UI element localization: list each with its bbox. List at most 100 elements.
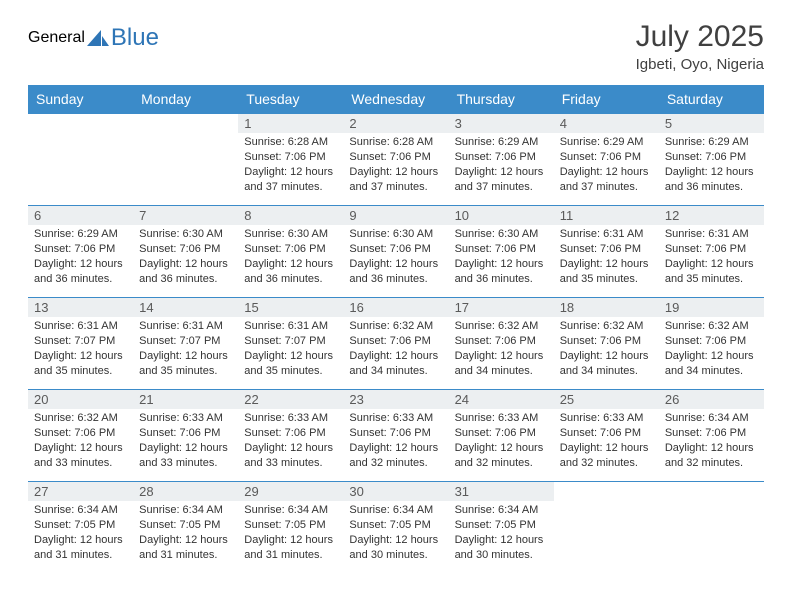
calendar-cell: 31Sunrise: 6:34 AMSunset: 7:05 PMDayligh…: [449, 482, 554, 574]
day-number: 19: [659, 298, 764, 317]
calendar-cell: 17Sunrise: 6:32 AMSunset: 7:06 PMDayligh…: [449, 298, 554, 390]
weekday-header: Friday: [554, 85, 659, 114]
weekday-header: Tuesday: [238, 85, 343, 114]
calendar-cell: 15Sunrise: 6:31 AMSunset: 7:07 PMDayligh…: [238, 298, 343, 390]
logo-text-general: General: [28, 29, 85, 47]
day-details: Sunrise: 6:29 AMSunset: 7:06 PMDaylight:…: [554, 133, 659, 198]
calendar-cell: 6Sunrise: 6:29 AMSunset: 7:06 PMDaylight…: [28, 206, 133, 298]
calendar-cell: 26Sunrise: 6:34 AMSunset: 7:06 PMDayligh…: [659, 390, 764, 482]
day-details: Sunrise: 6:30 AMSunset: 7:06 PMDaylight:…: [238, 225, 343, 290]
day-details: Sunrise: 6:29 AMSunset: 7:06 PMDaylight:…: [659, 133, 764, 198]
day-number: 24: [449, 390, 554, 409]
day-number: 18: [554, 298, 659, 317]
day-details: Sunrise: 6:33 AMSunset: 7:06 PMDaylight:…: [554, 409, 659, 474]
logo-sail-icon: [87, 30, 109, 46]
calendar-cell: 5Sunrise: 6:29 AMSunset: 7:06 PMDaylight…: [659, 114, 764, 206]
calendar-cell: 23Sunrise: 6:33 AMSunset: 7:06 PMDayligh…: [343, 390, 448, 482]
weekday-header: Sunday: [28, 85, 133, 114]
day-number: 2: [343, 114, 448, 133]
calendar-cell: 12Sunrise: 6:31 AMSunset: 7:06 PMDayligh…: [659, 206, 764, 298]
day-number: 12: [659, 206, 764, 225]
day-number: 23: [343, 390, 448, 409]
day-details: Sunrise: 6:32 AMSunset: 7:06 PMDaylight:…: [659, 317, 764, 382]
calendar-cell: 7Sunrise: 6:30 AMSunset: 7:06 PMDaylight…: [133, 206, 238, 298]
month-title: July 2025: [636, 20, 764, 54]
weekday-header: Thursday: [449, 85, 554, 114]
day-number: 16: [343, 298, 448, 317]
calendar-row: ....1Sunrise: 6:28 AMSunset: 7:06 PMDayl…: [28, 114, 764, 206]
day-details: Sunrise: 6:30 AMSunset: 7:06 PMDaylight:…: [133, 225, 238, 290]
day-details: Sunrise: 6:34 AMSunset: 7:05 PMDaylight:…: [133, 501, 238, 566]
calendar-cell: 20Sunrise: 6:32 AMSunset: 7:06 PMDayligh…: [28, 390, 133, 482]
calendar-cell: ..: [133, 114, 238, 206]
calendar-cell: 4Sunrise: 6:29 AMSunset: 7:06 PMDaylight…: [554, 114, 659, 206]
day-details: Sunrise: 6:33 AMSunset: 7:06 PMDaylight:…: [449, 409, 554, 474]
calendar-cell: 30Sunrise: 6:34 AMSunset: 7:05 PMDayligh…: [343, 482, 448, 574]
day-number: 7: [133, 206, 238, 225]
day-number: 9: [343, 206, 448, 225]
day-number: 21: [133, 390, 238, 409]
day-details: Sunrise: 6:33 AMSunset: 7:06 PMDaylight:…: [343, 409, 448, 474]
day-number: 11: [554, 206, 659, 225]
calendar-cell: 25Sunrise: 6:33 AMSunset: 7:06 PMDayligh…: [554, 390, 659, 482]
weekday-header: Saturday: [659, 85, 764, 114]
day-number: 28: [133, 482, 238, 501]
calendar-table: Sunday Monday Tuesday Wednesday Thursday…: [28, 85, 764, 574]
calendar-cell: 11Sunrise: 6:31 AMSunset: 7:06 PMDayligh…: [554, 206, 659, 298]
weekday-header: Wednesday: [343, 85, 448, 114]
day-details: Sunrise: 6:34 AMSunset: 7:05 PMDaylight:…: [238, 501, 343, 566]
calendar-cell: 10Sunrise: 6:30 AMSunset: 7:06 PMDayligh…: [449, 206, 554, 298]
day-details: Sunrise: 6:34 AMSunset: 7:05 PMDaylight:…: [449, 501, 554, 566]
weekday-header: Monday: [133, 85, 238, 114]
day-number: 3: [449, 114, 554, 133]
calendar-row: 27Sunrise: 6:34 AMSunset: 7:05 PMDayligh…: [28, 482, 764, 574]
day-number: 13: [28, 298, 133, 317]
calendar-cell: ..: [28, 114, 133, 206]
day-number: 5: [659, 114, 764, 133]
day-number: 30: [343, 482, 448, 501]
day-details: Sunrise: 6:30 AMSunset: 7:06 PMDaylight:…: [343, 225, 448, 290]
calendar-cell: 21Sunrise: 6:33 AMSunset: 7:06 PMDayligh…: [133, 390, 238, 482]
day-number: 17: [449, 298, 554, 317]
day-details: Sunrise: 6:33 AMSunset: 7:06 PMDaylight:…: [238, 409, 343, 474]
header: General Blue July 2025 Igbeti, Oyo, Nige…: [28, 20, 764, 73]
day-number: 29: [238, 482, 343, 501]
logo: General Blue: [28, 20, 159, 52]
day-details: Sunrise: 6:31 AMSunset: 7:06 PMDaylight:…: [659, 225, 764, 290]
day-details: Sunrise: 6:29 AMSunset: 7:06 PMDaylight:…: [28, 225, 133, 290]
day-number: 1: [238, 114, 343, 133]
day-details: Sunrise: 6:34 AMSunset: 7:05 PMDaylight:…: [343, 501, 448, 566]
calendar-cell: 13Sunrise: 6:31 AMSunset: 7:07 PMDayligh…: [28, 298, 133, 390]
calendar-cell: 8Sunrise: 6:30 AMSunset: 7:06 PMDaylight…: [238, 206, 343, 298]
calendar-row: 20Sunrise: 6:32 AMSunset: 7:06 PMDayligh…: [28, 390, 764, 482]
day-details: Sunrise: 6:31 AMSunset: 7:06 PMDaylight:…: [554, 225, 659, 290]
calendar-cell: 3Sunrise: 6:29 AMSunset: 7:06 PMDaylight…: [449, 114, 554, 206]
day-details: Sunrise: 6:28 AMSunset: 7:06 PMDaylight:…: [343, 133, 448, 198]
logo-text-blue: Blue: [111, 24, 159, 52]
day-details: Sunrise: 6:32 AMSunset: 7:06 PMDaylight:…: [343, 317, 448, 382]
day-details: Sunrise: 6:33 AMSunset: 7:06 PMDaylight:…: [133, 409, 238, 474]
calendar-cell: ..: [659, 482, 764, 574]
day-details: Sunrise: 6:34 AMSunset: 7:06 PMDaylight:…: [659, 409, 764, 474]
day-number: 31: [449, 482, 554, 501]
day-details: Sunrise: 6:32 AMSunset: 7:06 PMDaylight:…: [28, 409, 133, 474]
day-number: 10: [449, 206, 554, 225]
day-details: Sunrise: 6:31 AMSunset: 7:07 PMDaylight:…: [238, 317, 343, 382]
day-details: Sunrise: 6:29 AMSunset: 7:06 PMDaylight:…: [449, 133, 554, 198]
day-number: 27: [28, 482, 133, 501]
day-number: 8: [238, 206, 343, 225]
day-details: Sunrise: 6:32 AMSunset: 7:06 PMDaylight:…: [554, 317, 659, 382]
calendar-cell: 28Sunrise: 6:34 AMSunset: 7:05 PMDayligh…: [133, 482, 238, 574]
calendar-cell: ..: [554, 482, 659, 574]
day-details: Sunrise: 6:32 AMSunset: 7:06 PMDaylight:…: [449, 317, 554, 382]
day-number: 26: [659, 390, 764, 409]
weekday-header-row: Sunday Monday Tuesday Wednesday Thursday…: [28, 85, 764, 114]
title-block: July 2025 Igbeti, Oyo, Nigeria: [636, 20, 764, 73]
calendar-cell: 22Sunrise: 6:33 AMSunset: 7:06 PMDayligh…: [238, 390, 343, 482]
calendar-cell: 2Sunrise: 6:28 AMSunset: 7:06 PMDaylight…: [343, 114, 448, 206]
day-details: Sunrise: 6:28 AMSunset: 7:06 PMDaylight:…: [238, 133, 343, 198]
calendar-cell: 27Sunrise: 6:34 AMSunset: 7:05 PMDayligh…: [28, 482, 133, 574]
calendar-cell: 9Sunrise: 6:30 AMSunset: 7:06 PMDaylight…: [343, 206, 448, 298]
calendar-cell: 1Sunrise: 6:28 AMSunset: 7:06 PMDaylight…: [238, 114, 343, 206]
calendar-cell: 14Sunrise: 6:31 AMSunset: 7:07 PMDayligh…: [133, 298, 238, 390]
